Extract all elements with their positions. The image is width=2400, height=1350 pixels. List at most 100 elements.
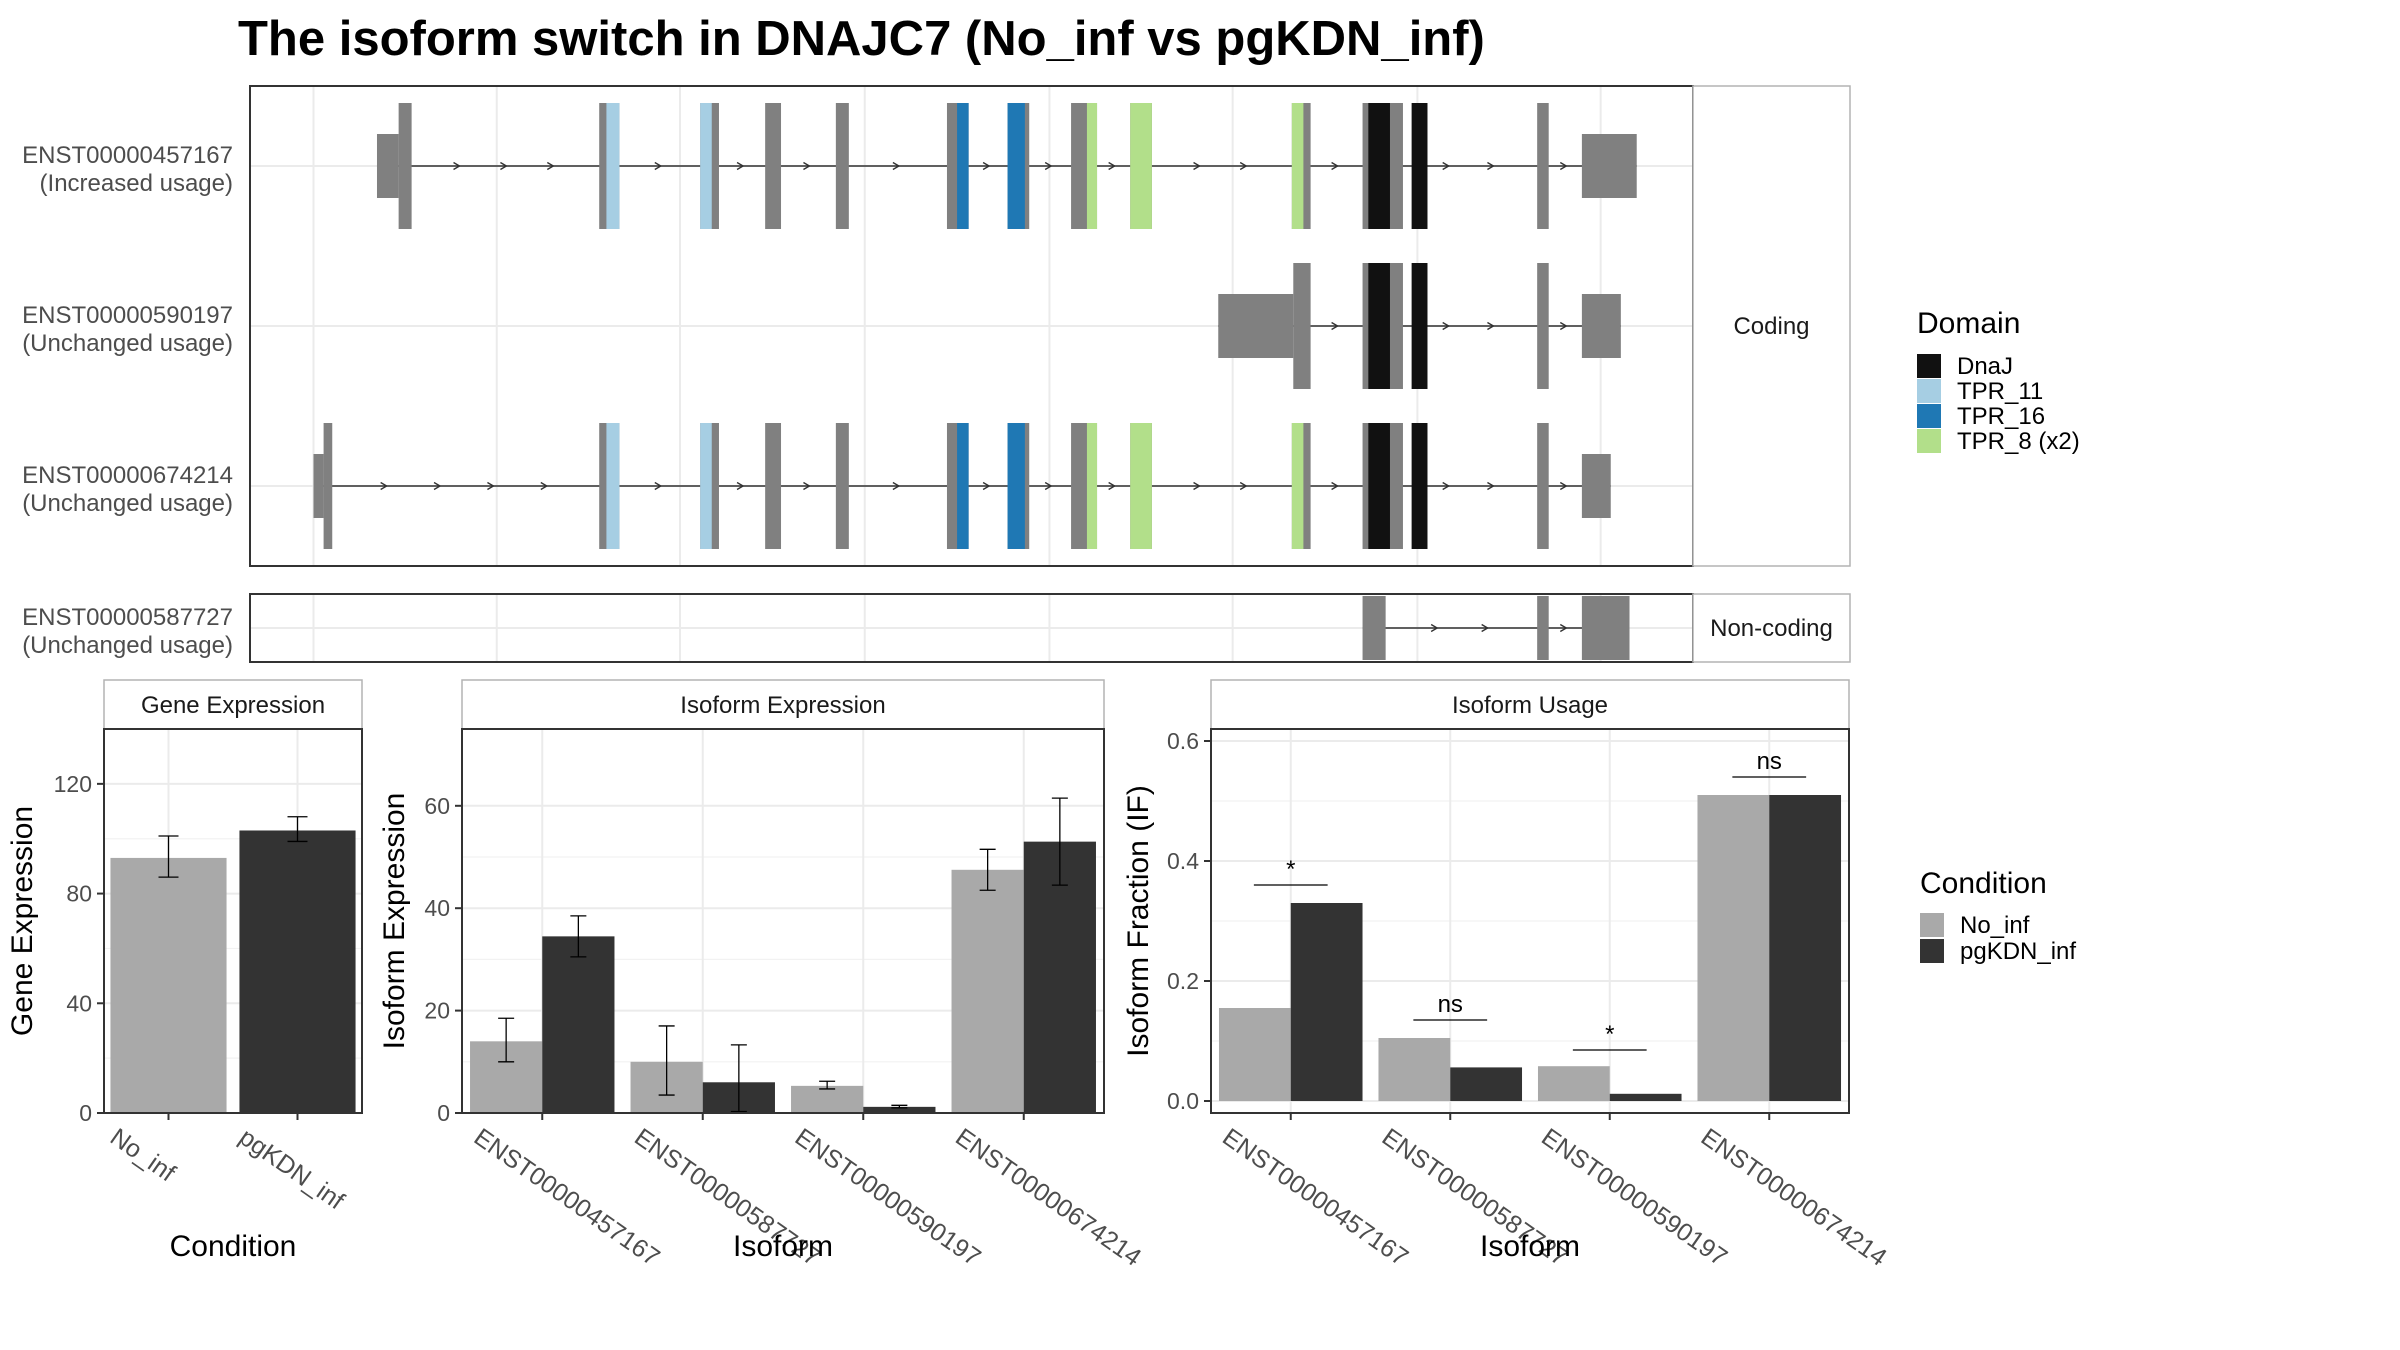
isoform-enst00000457167-exon	[398, 103, 412, 229]
isoform-enst00000674214-intron-arrow	[892, 481, 901, 491]
isoform-expression-y-tick-label: 0	[437, 1100, 450, 1126]
isoform-enst00000590197-domain-dnaj	[1368, 263, 1390, 389]
isoform-enst00000674214-utr	[313, 454, 324, 518]
isoform-enst00000674214-intron-arrow	[1239, 481, 1248, 491]
isoform-usage-y-tick-label: 0.0	[1167, 1088, 1199, 1114]
isoform-enst00000457167-intron-arrow	[654, 161, 663, 171]
isoform-usage-frame	[1210, 728, 1850, 1114]
isoform-enst00000457167-intron-arrow	[546, 161, 555, 171]
isoform-enst00000457167-exon	[1537, 103, 1549, 229]
isoform-enst00000457167-intron-arrow	[1108, 161, 1117, 171]
isoform-expression-y-tick-label: 40	[424, 895, 450, 921]
isoform-structure-panel: ENST00000457167(Increased usage) ENST0000…	[22, 85, 1851, 663]
coding-panel-strip-label: Coding	[1733, 313, 1809, 340]
isoform-enst00000674214-intron-arrow	[803, 481, 811, 491]
isoform-enst00000674214-intron-arrow	[1487, 481, 1495, 491]
isoform-enst00000674214-intron-arrow	[736, 481, 745, 491]
isoform-usage-y-tick-label: 0.2	[1167, 968, 1199, 994]
isoform-enst00000457167-domain-tpr-8-x2	[1291, 103, 1304, 229]
isoform-enst00000674214-exon	[835, 423, 849, 549]
isoform-enst00000674214-intron-arrow	[654, 481, 663, 491]
isoform-expression-y-axis-title: Isoform Expression	[378, 793, 411, 1050]
isoform-expression-bar-no-inf-enst00000590197	[791, 1085, 864, 1113]
isoform-enst00000674214-exon	[1537, 423, 1549, 549]
isoform-usage-bar-pgkdn-inf-enst00000587727	[1450, 1067, 1523, 1101]
isoform-usage-bar-no-inf-enst00000674214	[1697, 795, 1770, 1101]
isoform-enst00000457167-intron-arrow	[1442, 161, 1451, 171]
isoform-enst00000457167-domain-tpr-8-x2	[1130, 103, 1152, 229]
gene-expression-y-axis-title: Gene Expression	[6, 806, 39, 1036]
condition-legend-label-pgkdn-inf: pgKDN_inf	[1960, 938, 2076, 965]
isoform-enst00000457167-domain-tpr-11	[606, 103, 620, 229]
isoform-enst00000590197-intron-arrow	[1487, 321, 1495, 331]
isoform-enst00000457167-utr	[376, 134, 399, 198]
isoform-usage-bar-no-inf-enst00000457167	[1218, 1008, 1291, 1101]
isoform-enst00000674214-domain-dnaj	[1411, 423, 1428, 549]
gene-expression-bar-no-inf	[110, 857, 227, 1113]
figure-title: The isoform switch in DNAJC7 (No_inf vs …	[238, 12, 1485, 66]
isoform-usage-y-tick-label: 0.4	[1167, 848, 1199, 874]
isoform-enst00000587727-exon	[1581, 596, 1630, 660]
isoform-enst00000457167-domain-tpr-8-x2	[1086, 103, 1098, 229]
isoform-expression-y-tick-label: 60	[424, 793, 450, 819]
gene-expression-x-tick-label-no-inf: No_inf	[105, 1123, 180, 1187]
isoform-enst00000674214-intron-arrow	[380, 481, 389, 491]
isoform-enst00000457167-utr	[1581, 134, 1637, 198]
isoform-expression-strip	[461, 679, 1105, 730]
isoform-enst00000590197-exon	[1537, 263, 1549, 389]
coding-panel-strip	[1692, 85, 1851, 567]
isoform-enst00000457167-exon	[835, 103, 849, 229]
gene-expression-x-axis-title: Condition	[170, 1230, 297, 1263]
domain-legend-key-tpr-11	[1917, 379, 1941, 403]
isoform-enst00000457167-domain-dnaj	[1411, 103, 1428, 229]
condition-legend-key-pgkdn-inf	[1920, 939, 1944, 963]
gene-expression-y-tick-label: 0	[79, 1100, 92, 1126]
isoform-enst00000587727-label: ENST00000587727	[22, 604, 233, 631]
gene-expression-y-tick-label: 80	[66, 881, 92, 907]
isoform-enst00000674214-intron-arrow	[1559, 481, 1568, 491]
isoform-enst00000457167-usage-label: (Increased usage)	[40, 170, 233, 197]
isoform-usage-bar-pgkdn-inf-enst00000674214	[1769, 795, 1842, 1101]
isoform-usage-significance-label: ns	[1757, 748, 1782, 775]
gene-expression-chart: Gene Expression 0 40 80 120 No_inf pgKDN_inf Co…	[6, 679, 363, 1263]
isoform-expression-strip-title: Isoform Expression	[680, 692, 885, 719]
isoform-expression-frame	[461, 728, 1105, 1114]
isoform-usage-bar-pgkdn-inf-enst00000457167	[1290, 903, 1363, 1101]
isoform-enst00000457167-intron-arrow	[453, 161, 461, 171]
isoform-expression-x-axis-title: Isoform	[733, 1230, 833, 1263]
isoform-enst00000457167-domain-tpr-16	[1007, 103, 1025, 229]
isoform-enst00000590197-intron-arrow	[1442, 321, 1451, 331]
domain-legend-key-tpr-8-x2	[1917, 429, 1941, 453]
isoform-usage-bar-no-inf-enst00000590197	[1537, 1066, 1610, 1101]
isoform-enst00000587727-exon	[1537, 596, 1549, 660]
domain-legend-title: Domain	[1917, 307, 2020, 340]
isoform-enst00000457167-intron-arrow	[1559, 161, 1568, 171]
isoform-enst00000674214-domain-tpr-16	[957, 423, 969, 549]
isoform-enst00000674214-domain-tpr-8-x2	[1291, 423, 1304, 549]
isoform-enst00000674214-intron-arrow	[1044, 481, 1053, 491]
isoform-enst00000457167-intron-arrow	[982, 161, 991, 171]
isoform-enst00000674214-domain-tpr-8-x2	[1086, 423, 1098, 549]
isoform-enst00000674214-intron-arrow	[982, 481, 991, 491]
isoform-enst00000674214-intron-arrow	[540, 481, 549, 491]
isoform-enst00000674214-domain-tpr-11	[700, 423, 712, 549]
isoform-enst00000457167-intron-arrow	[1239, 161, 1248, 171]
isoform-enst00000674214-intron-arrow	[1331, 481, 1339, 491]
gene-expression-bar-pgkdn-inf	[239, 830, 356, 1113]
domain-legend-label-dnaj: DnaJ	[1957, 353, 2013, 380]
isoform-enst00000590197-label: ENST00000590197	[22, 302, 233, 329]
isoform-usage-strip-title: Isoform Usage	[1452, 692, 1608, 719]
noncoding-panel-strip	[1692, 593, 1851, 663]
isoform-enst00000457167-label: ENST00000457167	[22, 142, 233, 169]
isoform-usage-bar-pgkdn-inf-enst00000590197	[1609, 1093, 1682, 1101]
isoform-enst00000587727-intron-arrow	[1430, 623, 1439, 633]
isoform-enst00000457167-intron-arrow	[500, 161, 508, 171]
isoform-enst00000674214-utr	[1581, 454, 1611, 518]
gene-expression-x-tick-label-pgkdn-inf: pgKDN_inf	[234, 1123, 349, 1215]
gene-expression-y-tick-label: 40	[66, 990, 92, 1016]
isoform-enst00000457167-domain-tpr-11	[700, 103, 712, 229]
